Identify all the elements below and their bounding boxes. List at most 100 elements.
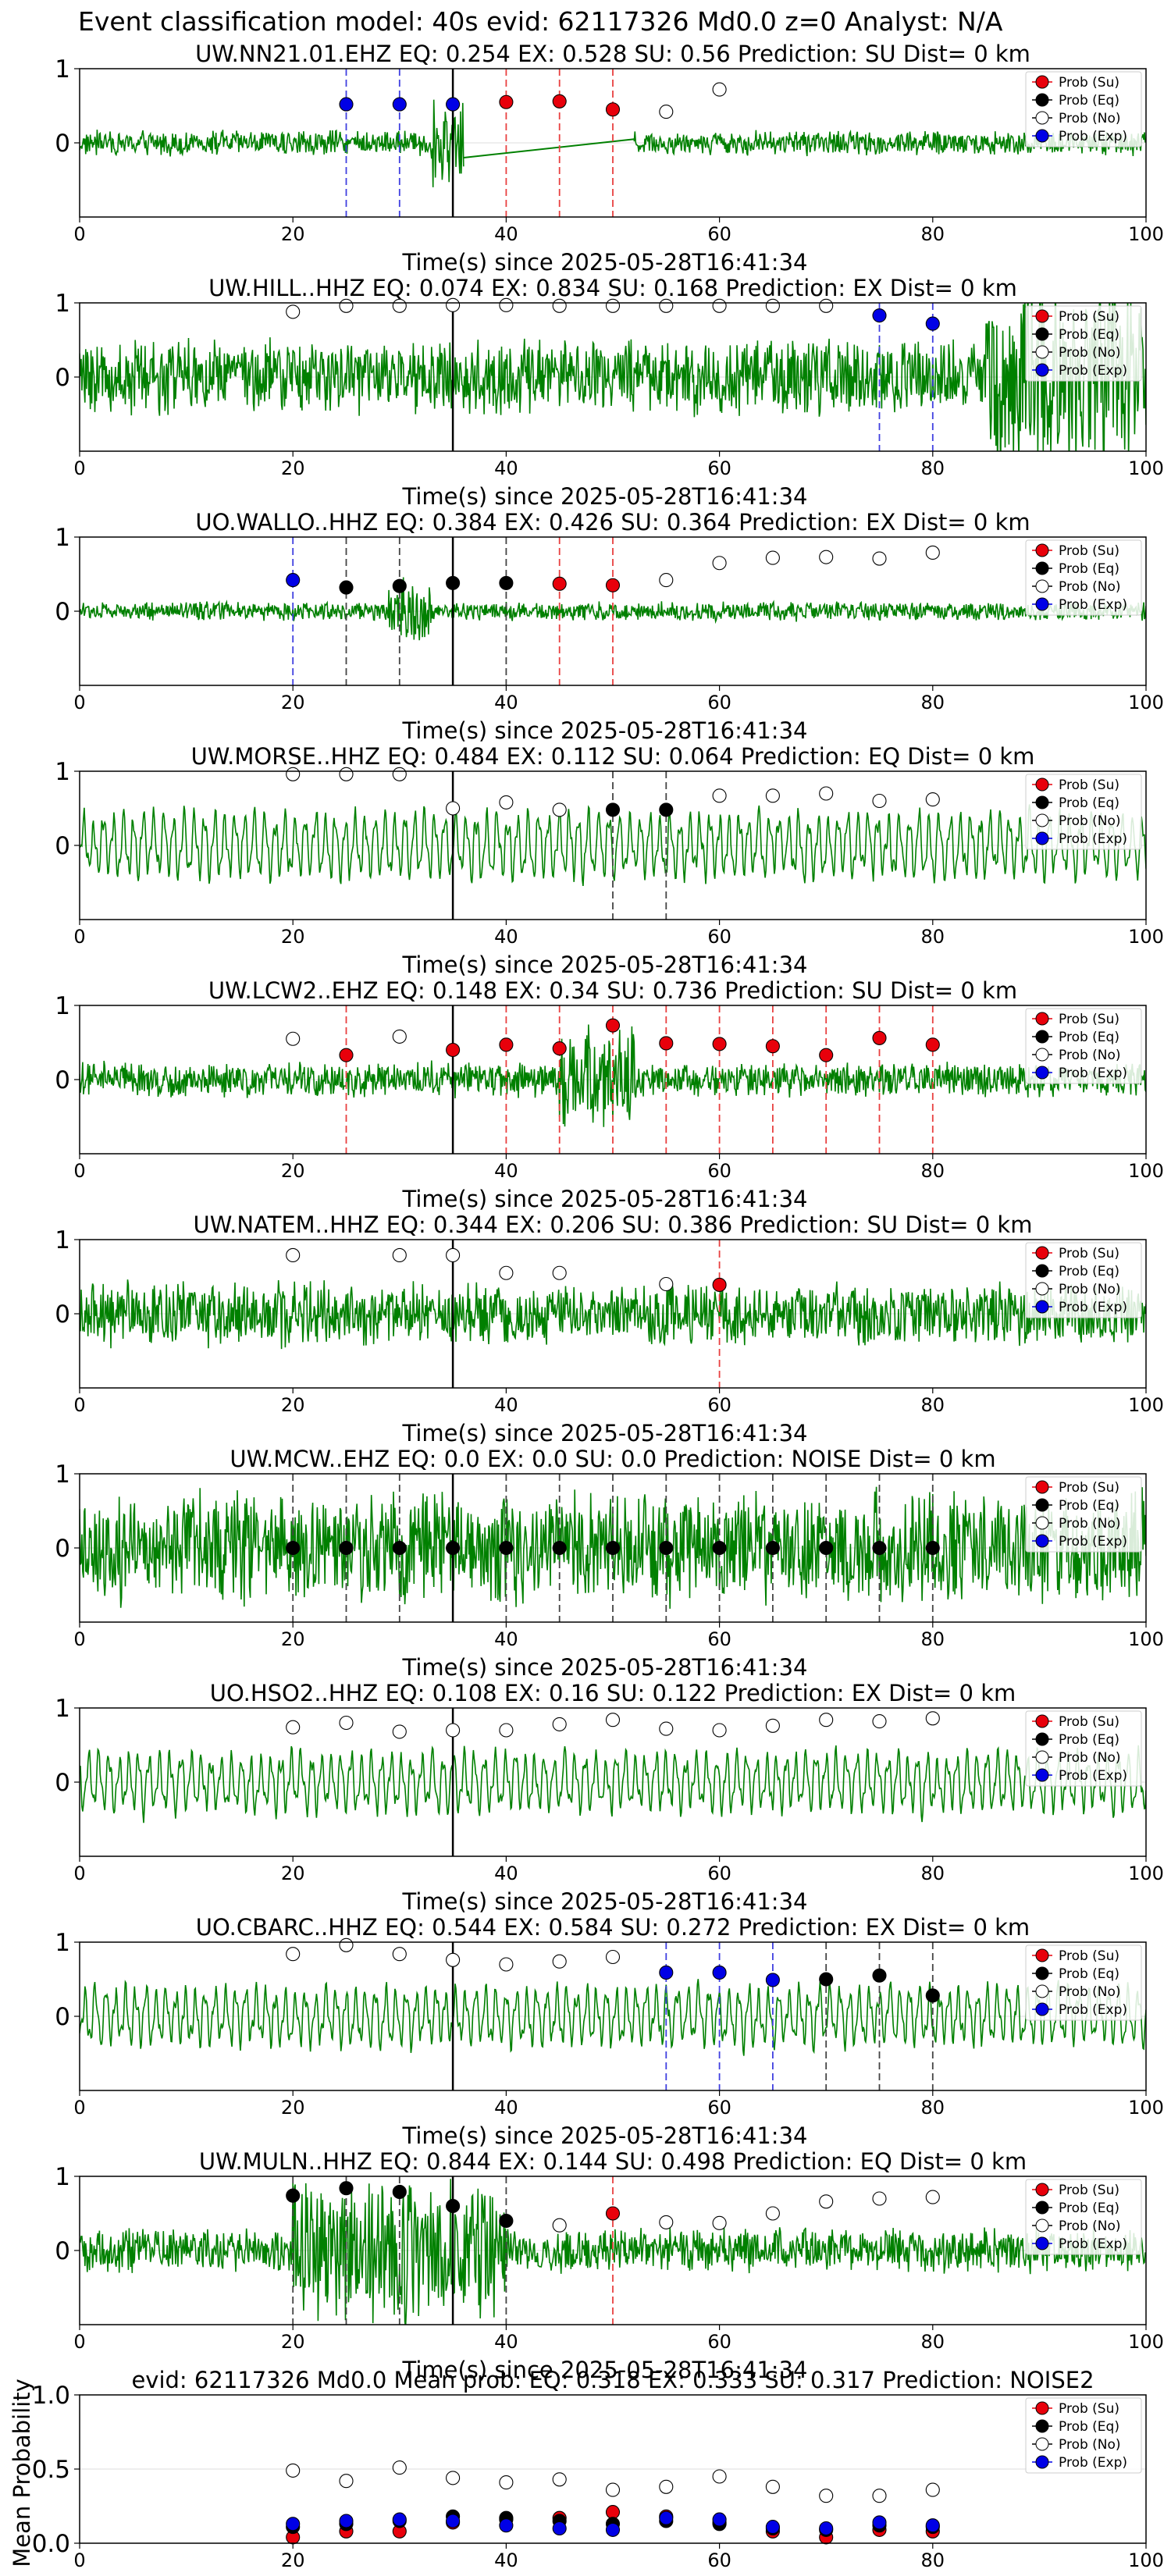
panel-title: UW.MORSE..HHZ EQ: 0.484 EX: 0.112 SU: 0.… bbox=[191, 743, 1035, 770]
prob-marker-no bbox=[392, 1724, 407, 1739]
legend-label: Prob (Su) bbox=[1059, 2183, 1119, 2198]
x-tick-label: 40 bbox=[494, 926, 518, 948]
waveform-trace bbox=[80, 804, 1146, 886]
legend-marker-su bbox=[1035, 2401, 1049, 2415]
y-axis-label: Mean Probability bbox=[9, 2379, 35, 2567]
prob-marker-eq bbox=[659, 1540, 674, 1556]
x-tick-label: 20 bbox=[281, 2331, 305, 2353]
x-tick-label: 60 bbox=[707, 926, 731, 948]
legend-marker-eq bbox=[1035, 1264, 1049, 1278]
x-tick-label: 80 bbox=[921, 2331, 945, 2353]
legend-marker-no bbox=[1035, 1282, 1049, 1296]
waveform-gap-connector bbox=[463, 138, 635, 158]
legend-marker-su bbox=[1035, 1012, 1049, 1026]
prob-marker-su bbox=[446, 1042, 461, 1058]
x-tick-label: 80 bbox=[921, 457, 945, 479]
legend-marker-eq bbox=[1035, 561, 1049, 575]
legend-marker-su bbox=[1035, 309, 1049, 323]
x-tick-label: 80 bbox=[921, 1160, 945, 1182]
x-tick-label: 0 bbox=[73, 1628, 85, 1650]
x-tick-label: 0 bbox=[73, 2549, 85, 2571]
y-tick-label: 1 bbox=[55, 524, 70, 552]
x-axis-label: Time(s) since 2025-05-28T16:41:34 bbox=[402, 2357, 808, 2383]
waveform-trace bbox=[80, 99, 1146, 187]
prob-marker-no bbox=[712, 788, 727, 803]
y-tick-label: 1 bbox=[55, 1929, 70, 1957]
panel-title: UO.CBARC..HHZ EQ: 0.544 EX: 0.584 SU: 0.… bbox=[196, 1914, 1030, 1941]
legend-box bbox=[1025, 539, 1142, 616]
prob-marker-eq bbox=[392, 1540, 407, 1556]
prob-marker-eq bbox=[925, 1540, 940, 1556]
prob-marker-eq bbox=[339, 1540, 354, 1556]
x-tick-label: 60 bbox=[707, 1394, 731, 1416]
legend-marker-eq bbox=[1035, 2419, 1049, 2433]
legend: Prob (Su) Prob (Eq) Prob (No) Prob (Exp) bbox=[1025, 774, 1142, 850]
prob-marker-no bbox=[446, 1952, 461, 1967]
prob-marker-no bbox=[659, 2215, 674, 2229]
legend-marker-eq bbox=[1035, 327, 1049, 341]
legend: Prob (Su) Prob (Eq) Prob (No) Prob (Exp) bbox=[1025, 539, 1142, 616]
prob-marker-su bbox=[712, 1277, 727, 1292]
y-tick-label: 0 bbox=[55, 1769, 70, 1797]
plot-area bbox=[80, 2176, 1146, 2325]
legend-label: Prob (Eq) bbox=[1059, 1264, 1119, 1279]
prob-marker-no bbox=[499, 297, 514, 312]
prob-marker-no bbox=[446, 801, 461, 816]
mean-marker-no bbox=[605, 2482, 621, 2497]
prob-marker-no bbox=[872, 2191, 887, 2206]
legend-marker-no bbox=[1035, 813, 1049, 827]
x-tick-label: 0 bbox=[73, 457, 85, 479]
station-panel-5: UW.LCW2..EHZ EQ: 0.148 EX: 0.34 SU: 0.73… bbox=[55, 977, 1164, 1212]
mean-marker-exp bbox=[446, 2514, 461, 2528]
mean-marker-no bbox=[819, 2489, 834, 2503]
x-axis-label: Time(s) since 2025-05-28T16:41:34 bbox=[402, 1420, 808, 1446]
legend-label: Prob (Su) bbox=[1059, 75, 1119, 91]
figure-suptitle: Event classification model: 40s evid: 62… bbox=[78, 6, 1003, 37]
prob-marker-su bbox=[765, 1039, 780, 1054]
prob-marker-no bbox=[286, 1720, 301, 1735]
legend-marker-su bbox=[1035, 543, 1049, 557]
prob-marker-no bbox=[286, 1247, 301, 1262]
x-tick-label: 40 bbox=[494, 223, 518, 245]
legend-label: Prob (Eq) bbox=[1059, 795, 1119, 811]
y-tick-label: 1 bbox=[55, 1695, 70, 1723]
legend: Prob (Su) Prob (Eq) Prob (No) Prob (Exp) bbox=[1025, 1242, 1142, 1318]
legend-marker-no bbox=[1035, 1984, 1049, 1998]
legend-label: Prob (Eq) bbox=[1059, 1030, 1119, 1045]
prob-marker-su bbox=[605, 2206, 621, 2221]
prob-marker-eq bbox=[552, 1540, 567, 1556]
panel-title: UW.LCW2..EHZ EQ: 0.148 EX: 0.34 SU: 0.73… bbox=[208, 977, 1017, 1004]
legend-label: Prob (Su) bbox=[1059, 2401, 1119, 2417]
x-axis-label: Time(s) since 2025-05-28T16:41:34 bbox=[402, 952, 808, 978]
prob-marker-su bbox=[872, 1030, 887, 1045]
prob-marker-eq bbox=[659, 802, 674, 817]
mean-marker-exp bbox=[659, 2510, 674, 2525]
legend-marker-exp bbox=[1035, 1768, 1049, 1782]
prob-marker-no bbox=[712, 556, 727, 571]
prob-marker-no bbox=[552, 2218, 567, 2233]
prob-marker-no bbox=[446, 297, 461, 312]
mean-marker-no bbox=[339, 2474, 354, 2489]
x-tick-label: 40 bbox=[494, 692, 518, 713]
legend-marker-exp bbox=[1035, 1534, 1049, 1548]
prob-marker-no bbox=[392, 298, 407, 313]
x-tick-label: 60 bbox=[707, 223, 731, 245]
legend-label: Prob (Exp) bbox=[1059, 2002, 1127, 2018]
prob-marker-exp bbox=[712, 1965, 727, 1980]
legend-marker-su bbox=[1035, 1948, 1049, 1962]
prob-marker-no bbox=[339, 1715, 354, 1731]
y-tick-label: 0 bbox=[55, 598, 70, 626]
x-tick-label: 80 bbox=[921, 926, 945, 948]
legend-label: Prob (Eq) bbox=[1059, 561, 1119, 577]
x-tick-label: 40 bbox=[494, 1160, 518, 1182]
mean-marker-no bbox=[659, 2479, 674, 2494]
mean-marker-exp bbox=[765, 2520, 780, 2535]
y-tick-label: 0.0 bbox=[32, 2530, 70, 2558]
prob-marker-su bbox=[499, 1037, 514, 1052]
mean-marker-exp bbox=[339, 2514, 354, 2528]
mean-marker-su bbox=[605, 2505, 621, 2520]
legend-label: Prob (Su) bbox=[1059, 1246, 1119, 1261]
x-tick-label: 0 bbox=[73, 223, 85, 245]
plot-area bbox=[80, 1240, 1146, 1388]
